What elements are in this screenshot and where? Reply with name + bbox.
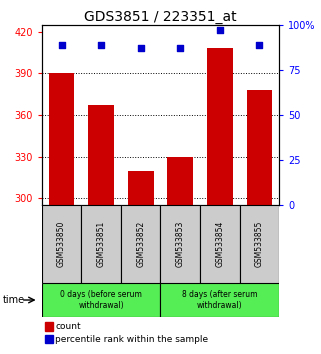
Title: GDS3851 / 223351_at: GDS3851 / 223351_at [84, 10, 237, 24]
Text: count: count [55, 322, 81, 331]
Bar [160, 205, 200, 283]
Text: GSM533855: GSM533855 [255, 221, 264, 268]
Bar [128, 171, 153, 205]
Text: GSM533850: GSM533850 [57, 221, 66, 268]
Point [178, 45, 183, 51]
Bar [121, 205, 160, 283]
Text: GSM533853: GSM533853 [176, 221, 185, 268]
Bar [200, 205, 240, 283]
Bar [240, 205, 279, 283]
Text: GSM533852: GSM533852 [136, 221, 145, 267]
Text: time: time [3, 295, 25, 305]
Bar [42, 205, 81, 283]
Bar [247, 90, 272, 205]
Text: percentile rank within the sample: percentile rank within the sample [55, 335, 208, 344]
Bar [81, 205, 121, 283]
Point [99, 42, 104, 47]
Text: 8 days (after serum
withdrawal): 8 days (after serum withdrawal) [182, 290, 258, 310]
Text: GSM533851: GSM533851 [97, 221, 106, 267]
Bar [42, 283, 160, 317]
Point [59, 42, 64, 47]
Point [257, 42, 262, 47]
Point [138, 45, 143, 51]
Bar [160, 283, 279, 317]
Bar [49, 73, 74, 205]
Bar [168, 157, 193, 205]
Point [217, 27, 222, 33]
Bar [207, 48, 233, 205]
Text: 0 days (before serum
withdrawal): 0 days (before serum withdrawal) [60, 290, 142, 310]
Text: GSM533854: GSM533854 [215, 221, 224, 268]
Bar [88, 105, 114, 205]
